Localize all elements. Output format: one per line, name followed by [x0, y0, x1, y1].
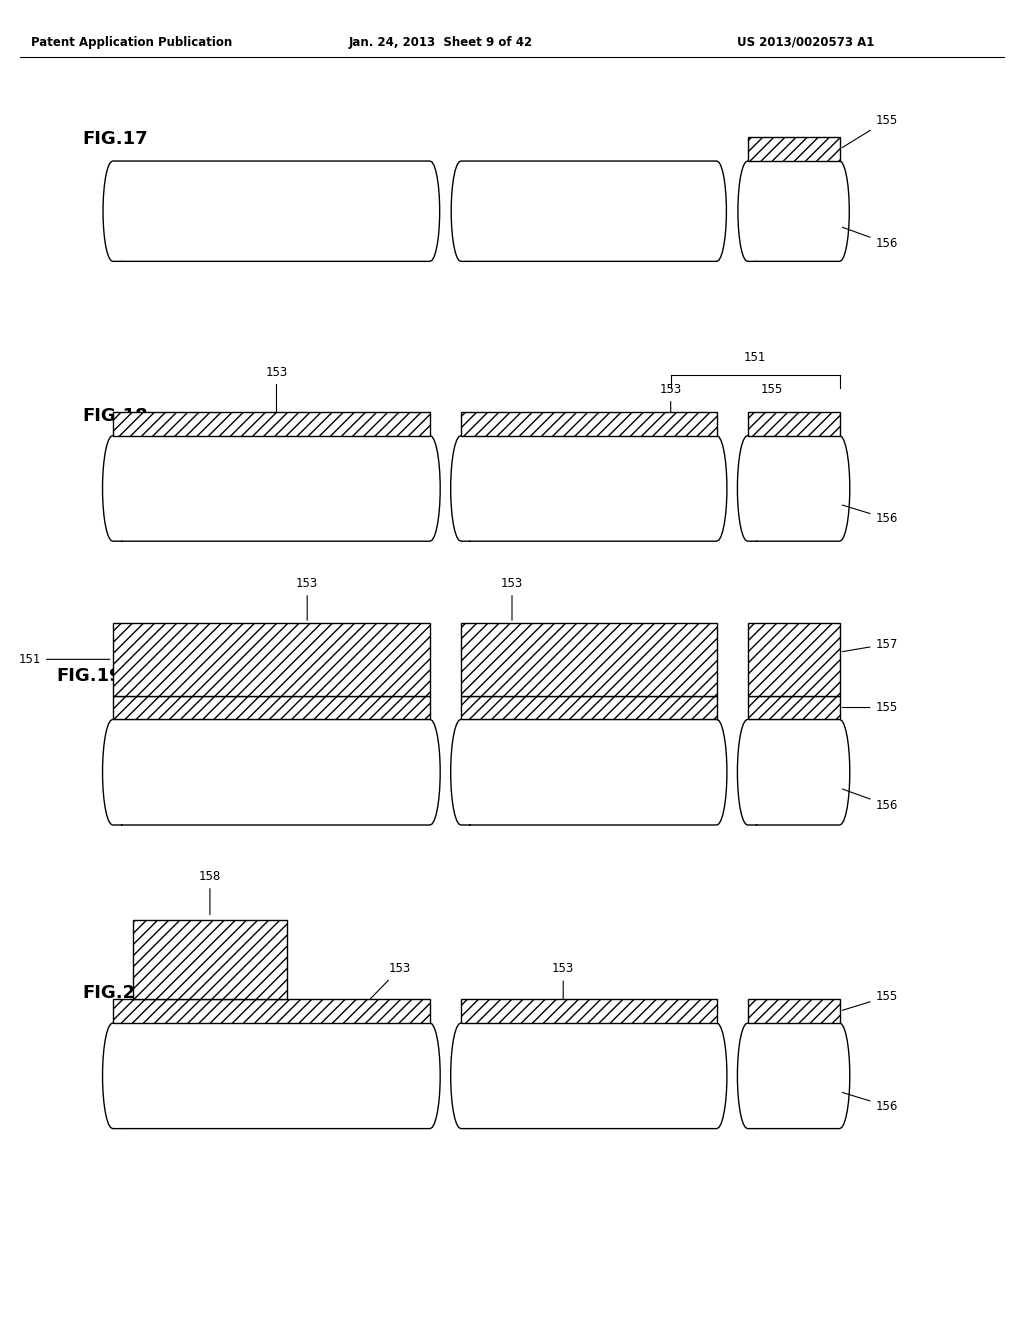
Polygon shape	[748, 623, 840, 696]
Text: 156: 156	[843, 1093, 898, 1113]
Polygon shape	[737, 436, 850, 541]
Polygon shape	[103, 161, 439, 261]
Text: 153: 153	[360, 962, 411, 1008]
Text: Jan. 24, 2013  Sheet 9 of 42: Jan. 24, 2013 Sheet 9 of 42	[348, 36, 532, 49]
Polygon shape	[737, 1023, 850, 1129]
Polygon shape	[737, 719, 850, 825]
Text: 153: 153	[296, 577, 318, 620]
Polygon shape	[748, 412, 840, 436]
Text: 151: 151	[18, 653, 110, 665]
Polygon shape	[451, 719, 727, 825]
Polygon shape	[113, 412, 430, 436]
Polygon shape	[133, 920, 287, 999]
Polygon shape	[451, 1023, 727, 1129]
Polygon shape	[113, 623, 430, 696]
Text: FIG.18: FIG.18	[82, 407, 147, 425]
Text: 156: 156	[843, 227, 898, 249]
Polygon shape	[748, 137, 840, 161]
Text: 158: 158	[199, 870, 221, 915]
Text: 153: 153	[659, 383, 682, 421]
Polygon shape	[451, 436, 727, 541]
Polygon shape	[738, 161, 849, 261]
Polygon shape	[748, 696, 840, 719]
Text: 153: 153	[501, 577, 523, 620]
Polygon shape	[452, 161, 726, 261]
Text: 153: 153	[552, 962, 574, 1008]
Text: 151: 151	[744, 351, 766, 364]
Text: 155: 155	[761, 383, 783, 396]
Polygon shape	[461, 999, 717, 1023]
Text: 155: 155	[843, 990, 898, 1010]
Text: 155: 155	[843, 701, 898, 714]
Text: 157: 157	[843, 638, 898, 652]
Text: FIG.19: FIG.19	[56, 667, 122, 685]
Polygon shape	[461, 412, 717, 436]
Text: 155: 155	[842, 114, 898, 148]
Text: 156: 156	[843, 506, 898, 525]
Polygon shape	[113, 999, 430, 1023]
Polygon shape	[102, 436, 440, 541]
Polygon shape	[113, 696, 430, 719]
Polygon shape	[748, 999, 840, 1023]
Text: US 2013/0020573 A1: US 2013/0020573 A1	[737, 36, 874, 49]
Text: Patent Application Publication: Patent Application Publication	[31, 36, 232, 49]
Text: 153: 153	[265, 366, 288, 421]
Polygon shape	[461, 623, 717, 696]
Text: FIG.20: FIG.20	[82, 983, 147, 1002]
Polygon shape	[102, 1023, 440, 1129]
Polygon shape	[102, 719, 440, 825]
Text: 156: 156	[843, 789, 898, 812]
Polygon shape	[461, 696, 717, 719]
Text: FIG.17: FIG.17	[82, 129, 147, 148]
